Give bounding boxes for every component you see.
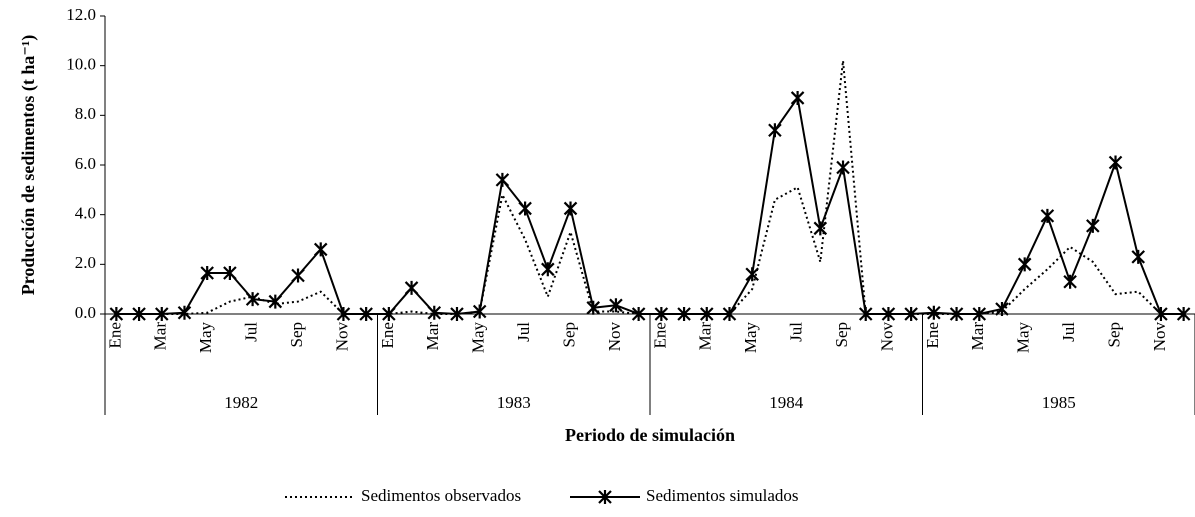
marker <box>177 305 192 320</box>
x-tick-label: Jul <box>787 322 806 342</box>
x-tick-label: Sep <box>287 322 306 348</box>
y-tick-label: 4.0 <box>75 204 96 223</box>
x-tick-label: Sep <box>559 322 578 348</box>
marker <box>404 280 419 295</box>
marker <box>382 307 396 321</box>
marker <box>1176 307 1191 321</box>
marker <box>495 172 510 187</box>
series-line <box>116 95 1184 316</box>
year-label: 1983 <box>497 393 531 412</box>
x-tick-label: May <box>741 322 760 354</box>
y-tick-label: 0.0 <box>75 303 96 322</box>
marker <box>881 307 896 321</box>
x-tick-label: Nov <box>1150 322 1169 352</box>
x-tick-label: May <box>1014 322 1033 354</box>
x-tick-label: Ene <box>923 322 942 348</box>
marker <box>1108 155 1123 170</box>
x-tick-label: Ene <box>650 322 669 348</box>
marker <box>972 307 987 321</box>
marker <box>745 267 759 282</box>
marker <box>1131 249 1146 264</box>
x-tick-label: May <box>469 322 488 354</box>
marker <box>904 307 918 321</box>
x-tick-label: Jul <box>1059 322 1078 342</box>
x-tick-label: Mar <box>423 322 442 351</box>
x-tick-label: Ene <box>378 322 397 348</box>
x-tick-label: Ene <box>105 322 124 348</box>
x-tick-label: Mar <box>151 322 170 351</box>
marker <box>1040 208 1055 223</box>
x-tick-label: Jul <box>242 322 261 342</box>
x-tick-label: Mar <box>968 322 987 351</box>
x-tick-label: Nov <box>332 322 351 352</box>
marker <box>813 221 828 236</box>
marker <box>1086 218 1100 233</box>
marker <box>154 307 169 321</box>
marker <box>722 307 737 321</box>
marker <box>336 307 351 321</box>
y-tick-label: 6.0 <box>75 154 96 173</box>
marker <box>359 307 373 321</box>
legend-label: Sedimentos simulados <box>646 486 799 505</box>
marker <box>245 292 260 307</box>
y-tick-label: 10.0 <box>66 55 96 74</box>
y-axis-label: Producción de sedimentos (t ha⁻¹) <box>18 35 39 296</box>
x-tick-label: May <box>196 322 215 354</box>
marker <box>109 307 124 321</box>
marker <box>654 307 669 321</box>
y-tick-label: 12.0 <box>66 5 96 24</box>
year-label: 1982 <box>224 393 258 412</box>
marker <box>427 305 442 320</box>
x-tick-label: Sep <box>832 322 851 348</box>
marker <box>836 160 850 175</box>
marker <box>223 266 237 281</box>
marker <box>1017 257 1032 272</box>
marker <box>313 242 328 257</box>
marker <box>949 307 964 321</box>
x-tick-label: Nov <box>605 322 624 352</box>
marker <box>563 201 578 216</box>
x-tick-label: Sep <box>1104 322 1123 348</box>
marker <box>609 298 623 313</box>
y-tick-label: 8.0 <box>75 104 96 123</box>
marker <box>631 307 646 321</box>
marker <box>518 201 532 216</box>
marker <box>541 262 555 277</box>
marker <box>1063 274 1077 289</box>
marker <box>268 294 283 309</box>
year-label: 1985 <box>1042 393 1076 412</box>
marker <box>450 307 464 321</box>
marker <box>768 123 782 138</box>
marker <box>291 268 305 283</box>
marker <box>200 266 214 281</box>
marker <box>699 307 714 321</box>
legend-marker <box>598 490 612 504</box>
marker <box>1154 307 1168 321</box>
marker <box>586 300 601 315</box>
legend-label: Sedimentos observados <box>361 486 521 505</box>
x-axis-label: Periodo de simulación <box>565 425 735 445</box>
marker <box>677 307 691 321</box>
y-tick-label: 2.0 <box>75 253 96 272</box>
marker <box>995 302 1009 317</box>
marker <box>790 90 805 105</box>
marker <box>472 304 487 319</box>
series-line <box>116 60 1184 315</box>
x-tick-label: Nov <box>877 322 896 352</box>
x-tick-label: Jul <box>514 322 533 342</box>
year-label: 1984 <box>769 393 804 412</box>
marker <box>132 307 146 321</box>
marker <box>858 307 873 321</box>
x-tick-label: Mar <box>696 322 715 351</box>
marker <box>927 305 941 320</box>
